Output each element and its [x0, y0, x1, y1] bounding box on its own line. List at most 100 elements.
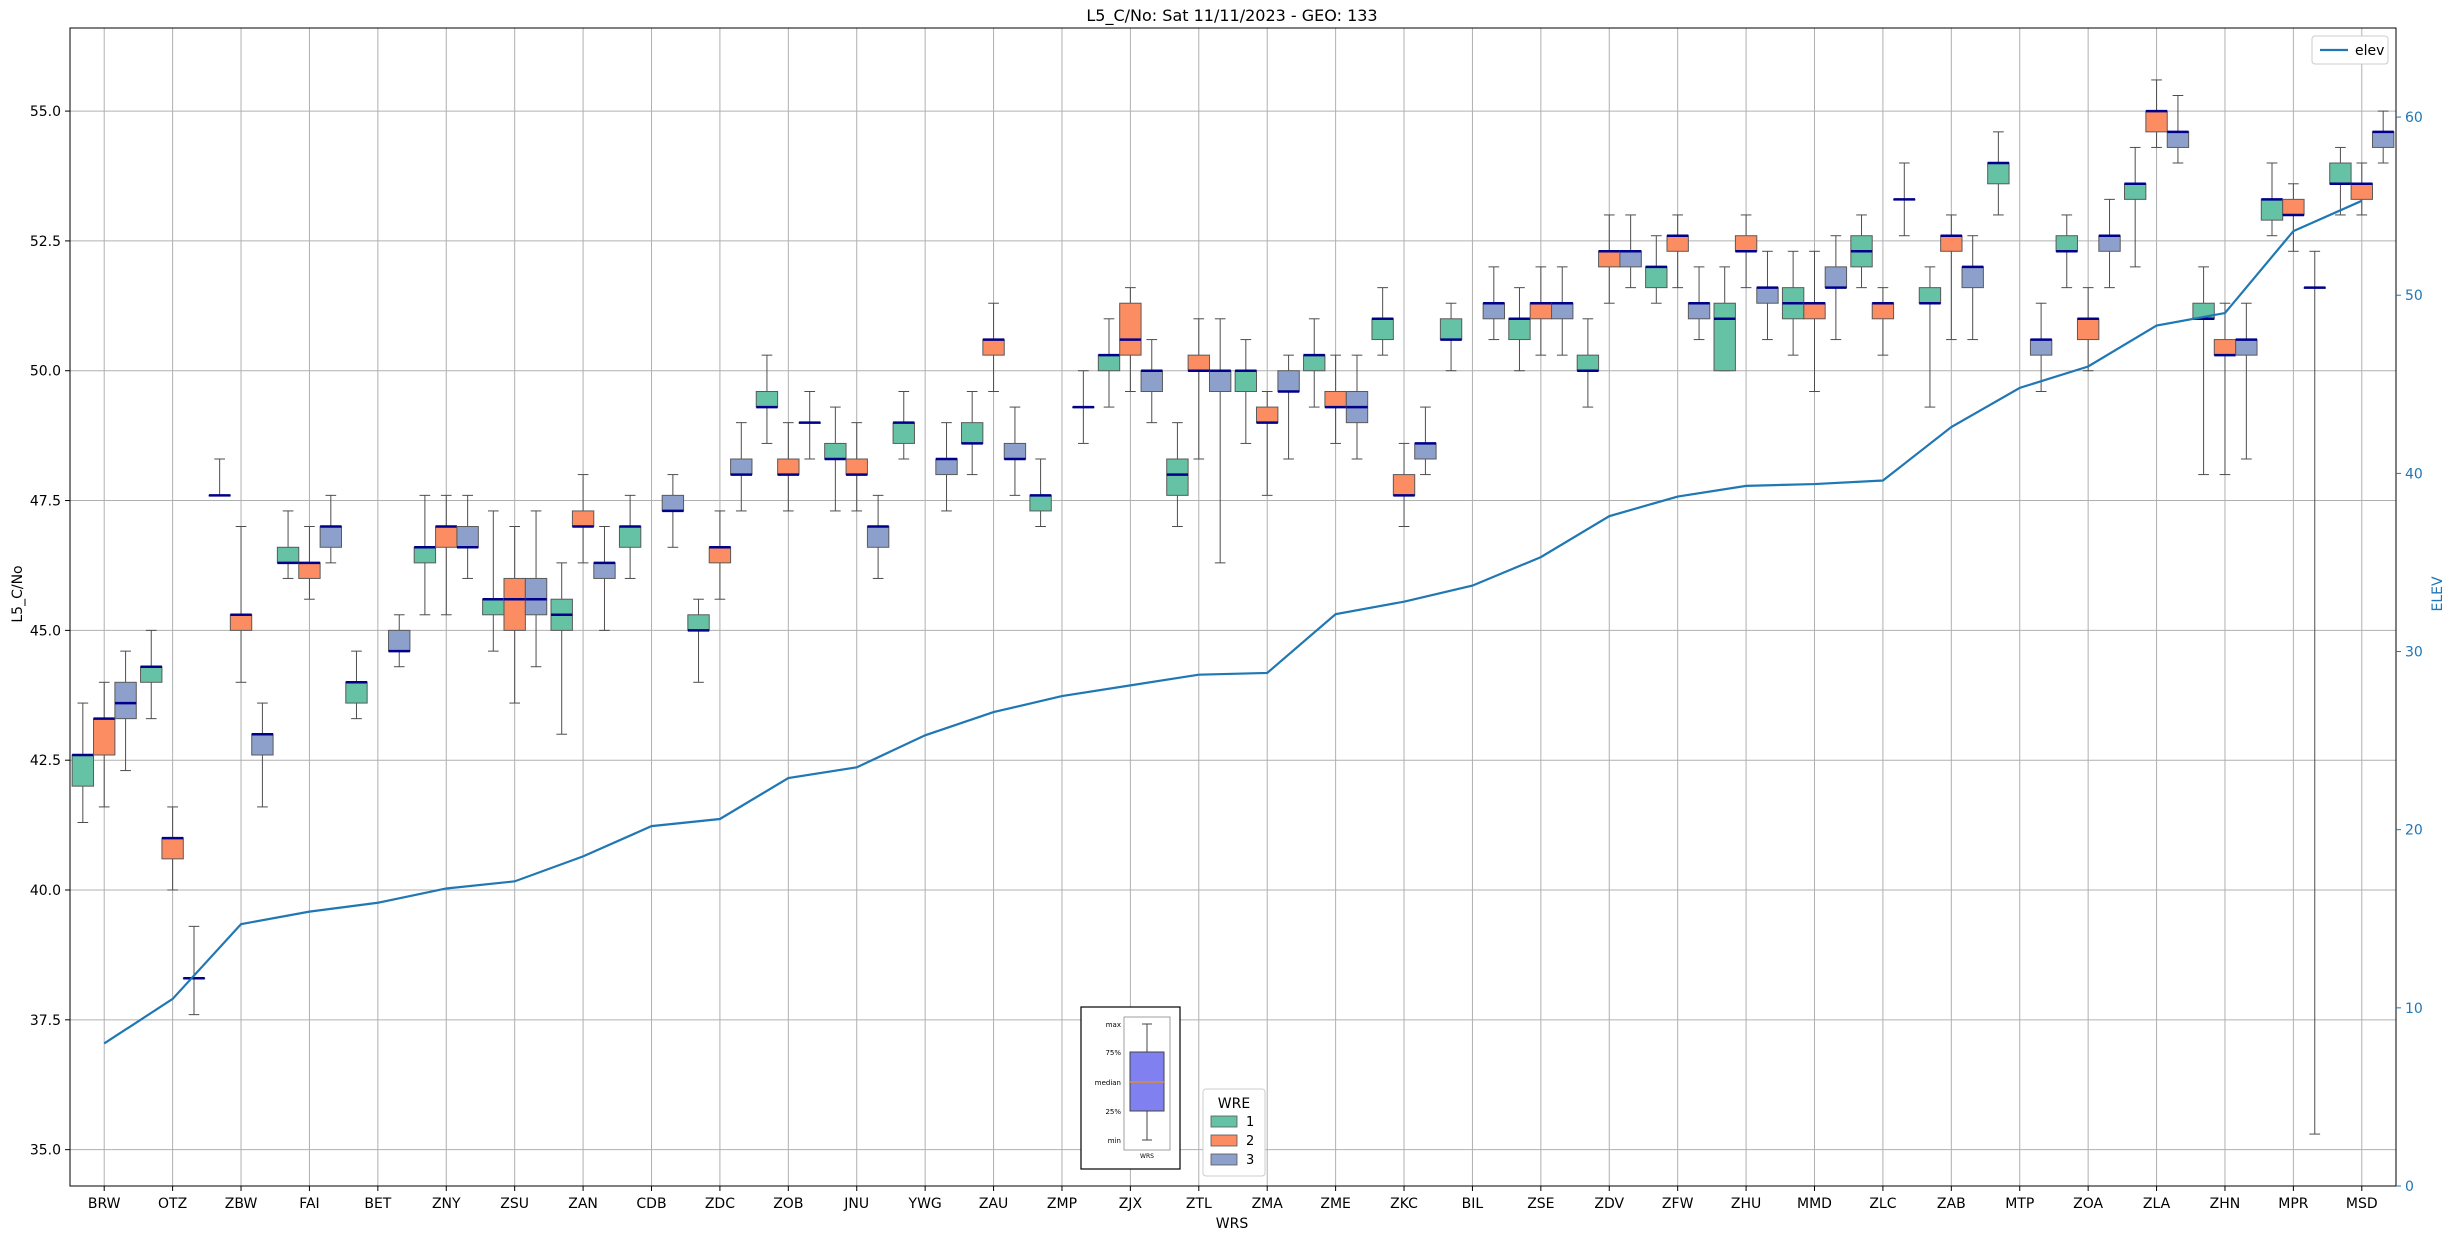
x-tick-label: ZJX — [1119, 1196, 1143, 1212]
y-axis-label: L5_C/No — [10, 565, 26, 622]
box-iqr — [593, 562, 616, 579]
box-wre1-zmp — [1029, 458, 1052, 528]
box-wre1-zhu — [1713, 266, 1736, 372]
wre-legend-swatch — [1210, 1153, 1238, 1166]
box-wre1-zlc — [1850, 214, 1873, 289]
x-tick-label: ZTL — [1186, 1196, 1212, 1212]
box-iqr — [1303, 354, 1326, 372]
box-wre3-zjx — [1140, 339, 1163, 424]
box-iqr — [482, 598, 505, 616]
box-wre3-zse — [1551, 266, 1574, 356]
box-iqr — [1987, 162, 2010, 185]
box-iqr — [1598, 250, 1621, 268]
box-iqr — [1482, 302, 1506, 320]
x-tick-label: ZSE — [1527, 1196, 1554, 1212]
box-iqr — [845, 458, 868, 476]
box-wre1-zse — [1508, 287, 1531, 372]
plot-frame — [69, 27, 2397, 1187]
box-iqr — [1324, 390, 1347, 408]
box-iqr — [2123, 183, 2147, 200]
box-iqr — [140, 666, 163, 683]
y-tick-label: 35.0 — [30, 1143, 61, 1159]
box-iqr — [1029, 494, 1052, 512]
box-wre1-zdv — [1576, 318, 1600, 408]
wre-legend-swatch — [1210, 1134, 1238, 1147]
box-iqr — [730, 458, 753, 476]
y2-tick-label: 0 — [2405, 1179, 2414, 1195]
box-iqr — [1666, 235, 1689, 252]
box-wre2-zbw — [229, 526, 253, 683]
box-iqr — [708, 546, 732, 564]
x-tick-label: MSD — [2346, 1196, 2378, 1212]
box-wre3-zbw — [251, 702, 274, 808]
box-wre1-cdb — [618, 494, 642, 579]
box-iqr — [1208, 370, 1232, 392]
box-iqr — [935, 458, 958, 476]
x-tick-label: ZHU — [1731, 1196, 1761, 1212]
box-wre2-jnu — [845, 422, 868, 512]
box-wre3-jnu — [866, 494, 890, 579]
box-wre3-ywg — [935, 422, 958, 512]
box-iqr — [1392, 474, 1416, 496]
x-tick-label: CDB — [636, 1196, 666, 1212]
box-iqr — [1734, 235, 1758, 252]
box-wre1-zau — [960, 390, 984, 476]
box-iqr — [114, 681, 137, 720]
x-tick-label: OTZ — [158, 1196, 187, 1212]
x-tick-label: ZDV — [1594, 1196, 1624, 1212]
box-iqr — [1687, 302, 1711, 320]
y2-tick-label: 20 — [2405, 823, 2423, 839]
box-wre1-zoa — [2055, 214, 2078, 289]
x-tick-label: ZLA — [2143, 1196, 2171, 1212]
y-tick-label: 40.0 — [30, 883, 61, 899]
box-iqr — [777, 458, 800, 476]
box-iqr — [824, 442, 847, 460]
boxes-layer — [71, 79, 2395, 1135]
box-iqr — [1234, 370, 1258, 392]
box-iqr — [1713, 302, 1736, 372]
box-iqr — [1961, 266, 1984, 289]
x-tick-label: ZNY — [432, 1196, 461, 1212]
inset-label: 75% — [1105, 1049, 1121, 1057]
box-wre1-mmd — [1781, 250, 1805, 356]
box-iqr — [2350, 183, 2373, 200]
box-wre2-zan — [571, 474, 595, 564]
box-wre2-zlc — [1871, 287, 1895, 356]
box-iqr — [618, 526, 642, 548]
box-wre2-zjx — [1119, 287, 1142, 392]
x-tick-label: BET — [364, 1196, 391, 1212]
box-iqr — [661, 494, 685, 512]
box-iqr — [1940, 235, 1963, 252]
box-wre1-zdc — [687, 598, 710, 683]
wre-legend-swatch — [1210, 1115, 1238, 1128]
box-wre1-zsu — [482, 510, 505, 652]
box-wre1-fai — [276, 510, 300, 579]
box-wre2-zme — [1324, 354, 1347, 444]
legends-layer: elev WRE 1 2 3 max 75% median 25% min WRS — [1080, 35, 2389, 1177]
box-wre3-zan — [593, 526, 616, 631]
x-tick-label: ZOA — [2073, 1196, 2103, 1212]
box-iqr — [503, 577, 526, 631]
box-wre3-zdc — [730, 422, 753, 512]
box-iqr — [2282, 198, 2305, 216]
box-wre3-bil — [1482, 266, 1506, 341]
x-tick-label: ZOB — [773, 1196, 803, 1212]
elev-line-layer — [103, 199, 2363, 1045]
y2-tick-label: 60 — [2405, 110, 2423, 126]
x-tick-label: ZLC — [1869, 1196, 1896, 1212]
box-iqr — [435, 526, 458, 548]
box-iqr — [1166, 458, 1189, 496]
box-wre3-otz — [182, 925, 206, 1016]
box-wre1-bet — [345, 650, 368, 720]
box-iqr — [319, 526, 343, 548]
box-wre1-zab — [1918, 266, 1942, 408]
box-iqr — [1619, 250, 1642, 268]
box-wre3-fai — [319, 494, 343, 564]
box-wre3-mpr — [2303, 250, 2326, 1135]
box-iqr — [161, 837, 184, 860]
y-tick-label: 37.5 — [30, 1013, 61, 1029]
box-wre2-brw — [93, 681, 116, 808]
box-iqr — [1439, 318, 1463, 341]
x-tick-label: MTP — [2005, 1196, 2034, 1212]
box-wre2-zfw — [1666, 214, 1689, 289]
